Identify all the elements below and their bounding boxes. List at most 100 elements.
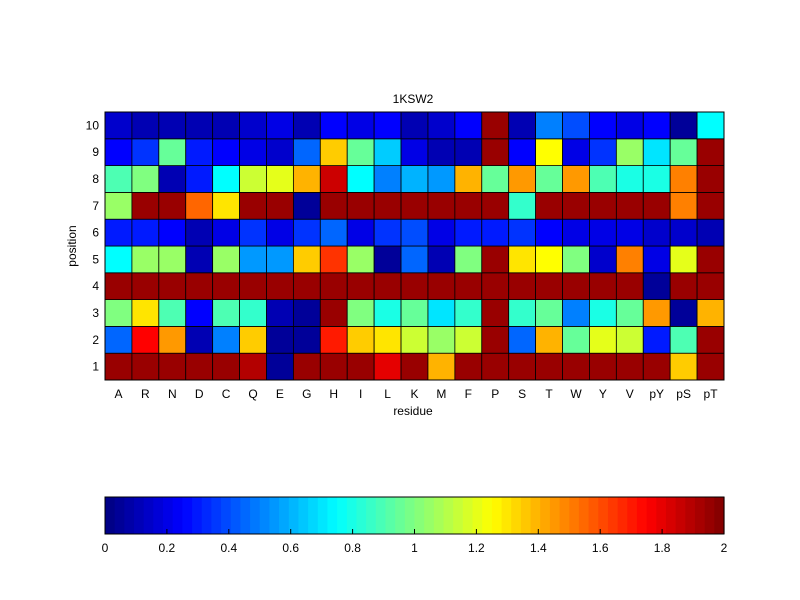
- heatmap-cell: [292, 111, 321, 140]
- heatmap-cell: [669, 272, 698, 300]
- x-tick-label: E: [276, 387, 284, 401]
- colorbar-segment: [569, 497, 580, 534]
- heatmap-cell: [508, 325, 537, 354]
- colorbar-segment: [308, 497, 319, 534]
- y-tick-labels: 1 2 3 4 5 6 7 8 9 10: [86, 118, 100, 373]
- heatmap-cell: [346, 245, 375, 274]
- heatmap-cell: [427, 245, 456, 274]
- heatmap-cell: [373, 352, 402, 381]
- heatmap-cell: [508, 165, 537, 193]
- colorbar-segment: [549, 497, 561, 534]
- x-tick-label: I: [359, 387, 362, 401]
- heatmap-cell: [481, 218, 510, 247]
- chart-title: 1KSW2: [393, 92, 434, 106]
- heatmap-cell: [212, 325, 240, 354]
- x-tick-label: N: [168, 387, 177, 401]
- heatmap-cell: [212, 245, 240, 274]
- heatmap-cell: [319, 245, 348, 274]
- heatmap-cell: [427, 165, 456, 193]
- heatmap-cell: [131, 218, 160, 247]
- heatmap-cell: [158, 352, 187, 381]
- heatmap-cell: [508, 299, 537, 327]
- heatmap-cell: [427, 299, 456, 327]
- colorbar-segment: [714, 497, 725, 534]
- heatmap-cell: [158, 191, 187, 220]
- heatmap-cell: [454, 218, 483, 247]
- colorbar-segment: [182, 497, 193, 534]
- heatmap-cell: [535, 111, 563, 140]
- colorbar-segment: [443, 497, 454, 534]
- colorbar-tick-label: 0: [102, 541, 109, 555]
- heatmap-cell: [239, 218, 267, 247]
- y-tick-label: 4: [92, 279, 99, 293]
- x-tick-label: pT: [704, 387, 719, 401]
- heatmap-cell: [481, 138, 510, 167]
- x-tick-label: L: [384, 387, 391, 401]
- heatmap-cell: [481, 299, 510, 327]
- heatmap-cell: [185, 245, 214, 274]
- heatmap-cell: [400, 325, 429, 354]
- heatmap-cell: [562, 111, 590, 140]
- colorbar-segment: [230, 497, 242, 534]
- x-axis-label: residue: [393, 404, 433, 418]
- heatmap-cell: [615, 111, 644, 140]
- heatmap-cell: [589, 111, 617, 140]
- colorbar-segment: [385, 497, 396, 534]
- y-tick-label: 9: [92, 145, 99, 159]
- heatmap-cell: [266, 138, 294, 167]
- x-tick-label: A: [114, 387, 122, 401]
- heatmap-cell: [266, 272, 294, 300]
- heatmap-cell: [104, 245, 133, 274]
- heatmap-cell: [454, 352, 483, 381]
- colorbar: [105, 497, 725, 534]
- heatmap-cell: [239, 325, 267, 354]
- y-tick-label: 8: [92, 172, 99, 186]
- heatmap-cell: [266, 191, 294, 220]
- y-tick-label: 7: [92, 199, 99, 213]
- heatmap-cell: [185, 299, 214, 327]
- heatmap-cell: [454, 111, 483, 140]
- heatmap-cell: [615, 245, 644, 274]
- x-tick-label: W: [570, 387, 582, 401]
- heatmap-cell: [266, 218, 294, 247]
- heatmap-cell: [696, 138, 725, 167]
- colorbar-segment: [366, 497, 377, 534]
- heatmap-cell: [104, 299, 133, 327]
- colorbar-segment: [511, 497, 522, 534]
- heatmap-cell: [454, 272, 483, 300]
- heatmap-cell: [535, 245, 563, 274]
- heatmap-cell: [589, 299, 617, 327]
- heatmap-cell: [212, 218, 240, 247]
- heatmap-cell: [158, 245, 187, 274]
- heatmap-cell: [535, 325, 563, 354]
- heatmap-cell: [669, 245, 698, 274]
- heatmap-cell: [400, 138, 429, 167]
- heatmap-cell: [400, 111, 429, 140]
- colorbar-segment: [598, 497, 609, 534]
- heatmap-cell: [104, 191, 133, 220]
- heatmap-cell: [427, 191, 456, 220]
- heatmap-cell: [131, 352, 160, 381]
- heatmap-cell: [266, 352, 294, 381]
- heatmap-cell: [373, 191, 402, 220]
- x-tick-label: T: [545, 387, 553, 401]
- colorbar-segment: [665, 497, 677, 534]
- heatmap-cell: [589, 138, 617, 167]
- heatmap-cell: [454, 191, 483, 220]
- y-tick-label: 1: [92, 360, 99, 374]
- heatmap-cells: [104, 111, 725, 381]
- heatmap-cell: [481, 325, 510, 354]
- heatmap-cell: [669, 352, 698, 381]
- heatmap-cell: [669, 138, 698, 167]
- colorbar-segment: [259, 497, 271, 534]
- heatmap-cell: [239, 245, 267, 274]
- heatmap-cell: [427, 218, 456, 247]
- x-tick-label: M: [436, 387, 446, 401]
- heatmap-cell: [615, 191, 644, 220]
- heatmap-cell: [615, 299, 644, 327]
- colorbar-segment: [327, 497, 338, 534]
- colorbar-segment: [172, 497, 183, 534]
- x-tick-label: K: [410, 387, 418, 401]
- heatmap-cell: [346, 218, 375, 247]
- colorbar-tick-label: 1.4: [530, 541, 547, 555]
